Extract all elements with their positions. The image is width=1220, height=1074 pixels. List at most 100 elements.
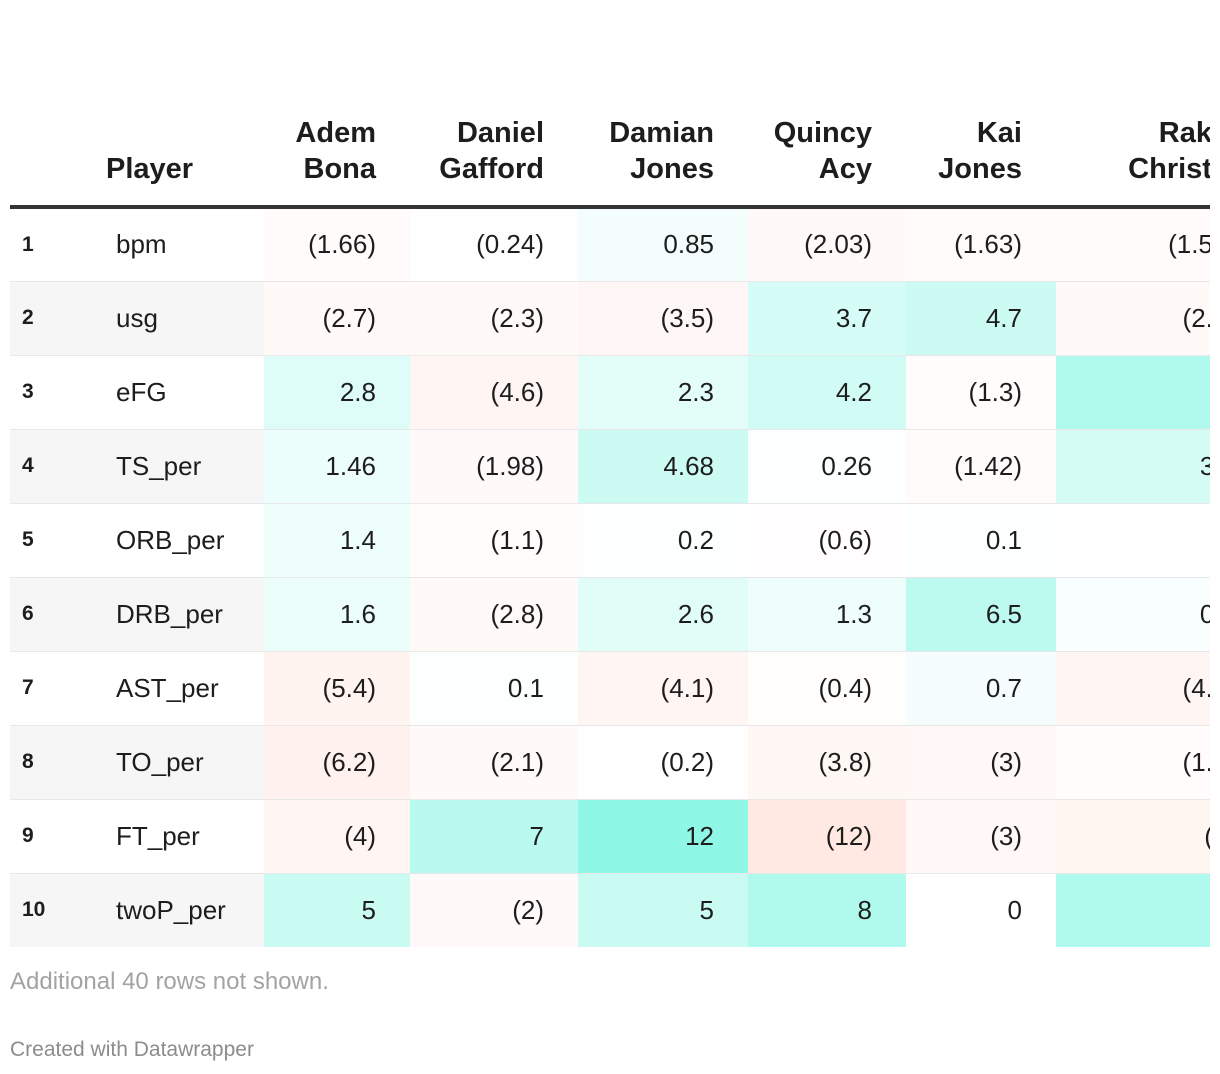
header-damian-jones[interactable]: Damian Jones (578, 0, 748, 209)
heatmap-cell: 5 (264, 873, 410, 947)
heatmap-cell: (1.66) (264, 207, 410, 282)
row-rank: 1 (10, 207, 106, 282)
heatmap-cell: 0.85 (578, 207, 748, 282)
heatmap-cell: (2.6) (1056, 281, 1210, 356)
row-rank: 4 (10, 429, 106, 504)
row-stat-name: TS_per (106, 429, 264, 504)
heatmap-cell: 2.3 (578, 355, 748, 430)
header-rakeem-christmas[interactable]: Rakeem Christmas (1056, 0, 1210, 209)
row-stat-name: bpm (106, 207, 264, 282)
row-rank: 3 (10, 355, 106, 430)
heatmap-cell: 8 (748, 873, 906, 947)
header-line2: Bona (303, 153, 377, 185)
heatmap-cell: 0.4 (1056, 577, 1210, 652)
header-line1: Daniel (456, 117, 544, 149)
heatmap-cell: (2.3) (410, 281, 578, 356)
row-rank: 9 (10, 799, 106, 874)
header-quincy-acy[interactable]: Quincy Acy (748, 0, 906, 209)
heatmap-cell: (6.2) (264, 725, 410, 800)
heatmap-cell: (3.5) (578, 281, 748, 356)
heatmap-cell: (3) (906, 725, 1056, 800)
heatmap-cell: 12 (578, 799, 748, 874)
heatmap-cell: 0 (906, 873, 1056, 947)
datawrapper-credit: Created with Datawrapper (10, 1038, 254, 1061)
row-stat-name: twoP_per (106, 873, 264, 947)
header-line1: Damian (609, 117, 714, 149)
row-stat-name: usg (106, 281, 264, 356)
row-stat-name: AST_per (106, 651, 264, 726)
heatmap-cell: 0.7 (906, 651, 1056, 726)
heatmap-cell: (1.63) (906, 207, 1056, 282)
heatmap-cell: (2.1) (410, 725, 578, 800)
heatmap-cell: 4.2 (748, 355, 906, 430)
header-line1: Rakeem (1158, 117, 1210, 149)
heatmap-cell: (4) (264, 799, 410, 874)
header-line2: Gafford (439, 153, 544, 185)
heatmap-cell: (1.52) (1056, 207, 1210, 282)
heatmap-cell: 8 (1056, 873, 1210, 947)
row-stat-name: DRB_per (106, 577, 264, 652)
heatmap-cell: (1.42) (906, 429, 1056, 504)
header-line2: Christmas (1128, 153, 1210, 185)
header-daniel-gafford[interactable]: Daniel Gafford (410, 0, 578, 209)
row-rank: 6 (10, 577, 106, 652)
header-line1: Adem (295, 117, 376, 149)
row-stat-name: FT_per (106, 799, 264, 874)
header-player[interactable]: Player (106, 0, 264, 209)
heatmap-cell: 2.6 (578, 577, 748, 652)
heatmap-cell: (5.4) (264, 651, 410, 726)
heatmap-cell: (2.03) (748, 207, 906, 282)
heatmap-cell: (12) (748, 799, 906, 874)
header-rank[interactable] (10, 0, 106, 209)
heatmap-cell: (1.2) (1056, 725, 1210, 800)
heatmap-cell: 4.68 (578, 429, 748, 504)
heatmap-cell: (4.6) (410, 355, 578, 430)
heatmap-cell: 1.46 (264, 429, 410, 504)
header-kai-jones[interactable]: Kai Jones (906, 0, 1056, 209)
heatmap-cell: 0.1 (410, 651, 578, 726)
heatmap-cell: (0.4) (748, 651, 906, 726)
header-line2: Acy (818, 153, 872, 185)
heatmap-cell: (0.6) (748, 503, 906, 578)
heatmap-cell: 0 (1056, 503, 1210, 578)
rows-not-shown-note: Additional 40 rows not shown. (10, 968, 329, 995)
header-line2: Jones (938, 153, 1022, 185)
heatmap-cell: 1.4 (264, 503, 410, 578)
header-line1: Quincy (773, 117, 872, 149)
heatmap-cell: 0.1 (906, 503, 1056, 578)
heatmap-cell: 4.7 (906, 281, 1056, 356)
heatmap-cell: 1.3 (748, 577, 906, 652)
heatmap-cell: 3.7 (748, 281, 906, 356)
heatmap-cell: 2.8 (264, 355, 410, 430)
heatmap-cell: (3) (906, 799, 1056, 874)
heatmap-cell: (1.1) (410, 503, 578, 578)
heatmap-cell: (2) (410, 873, 578, 947)
heatmap-cell: (0.2) (578, 725, 748, 800)
heatmap-cell: (2.7) (264, 281, 410, 356)
heatmap-cell: 5 (578, 873, 748, 947)
table-row: 9FT_per(4)712(12)(3)(5) (10, 799, 1210, 874)
row-rank: 7 (10, 651, 106, 726)
table-row: 8TO_per(6.2)(2.1)(0.2)(3.8)(3)(1.2) (10, 725, 1210, 800)
header-row: Player Adem Bona Daniel Gafford Damian Jone… (10, 0, 1210, 209)
row-stat-name: ORB_per (106, 503, 264, 578)
heatmap-cell: 1.6 (264, 577, 410, 652)
heatmap-cell: 3.9 (1056, 429, 1210, 504)
heatmap-cell: (4.4) (1056, 651, 1210, 726)
heatmap-cell: (2.8) (410, 577, 578, 652)
row-stat-name: eFG (106, 355, 264, 430)
heatmap-cell: (1.3) (906, 355, 1056, 430)
header-line2: Jones (630, 153, 714, 185)
heatmap-cell: (1.98) (410, 429, 578, 504)
heatmap-cell: (0.24) (410, 207, 578, 282)
header-adem-bona[interactable]: Adem Bona (264, 0, 410, 209)
heatmap-table-container: Player Adem Bona Daniel Gafford Damian Jone… (10, 0, 1210, 947)
